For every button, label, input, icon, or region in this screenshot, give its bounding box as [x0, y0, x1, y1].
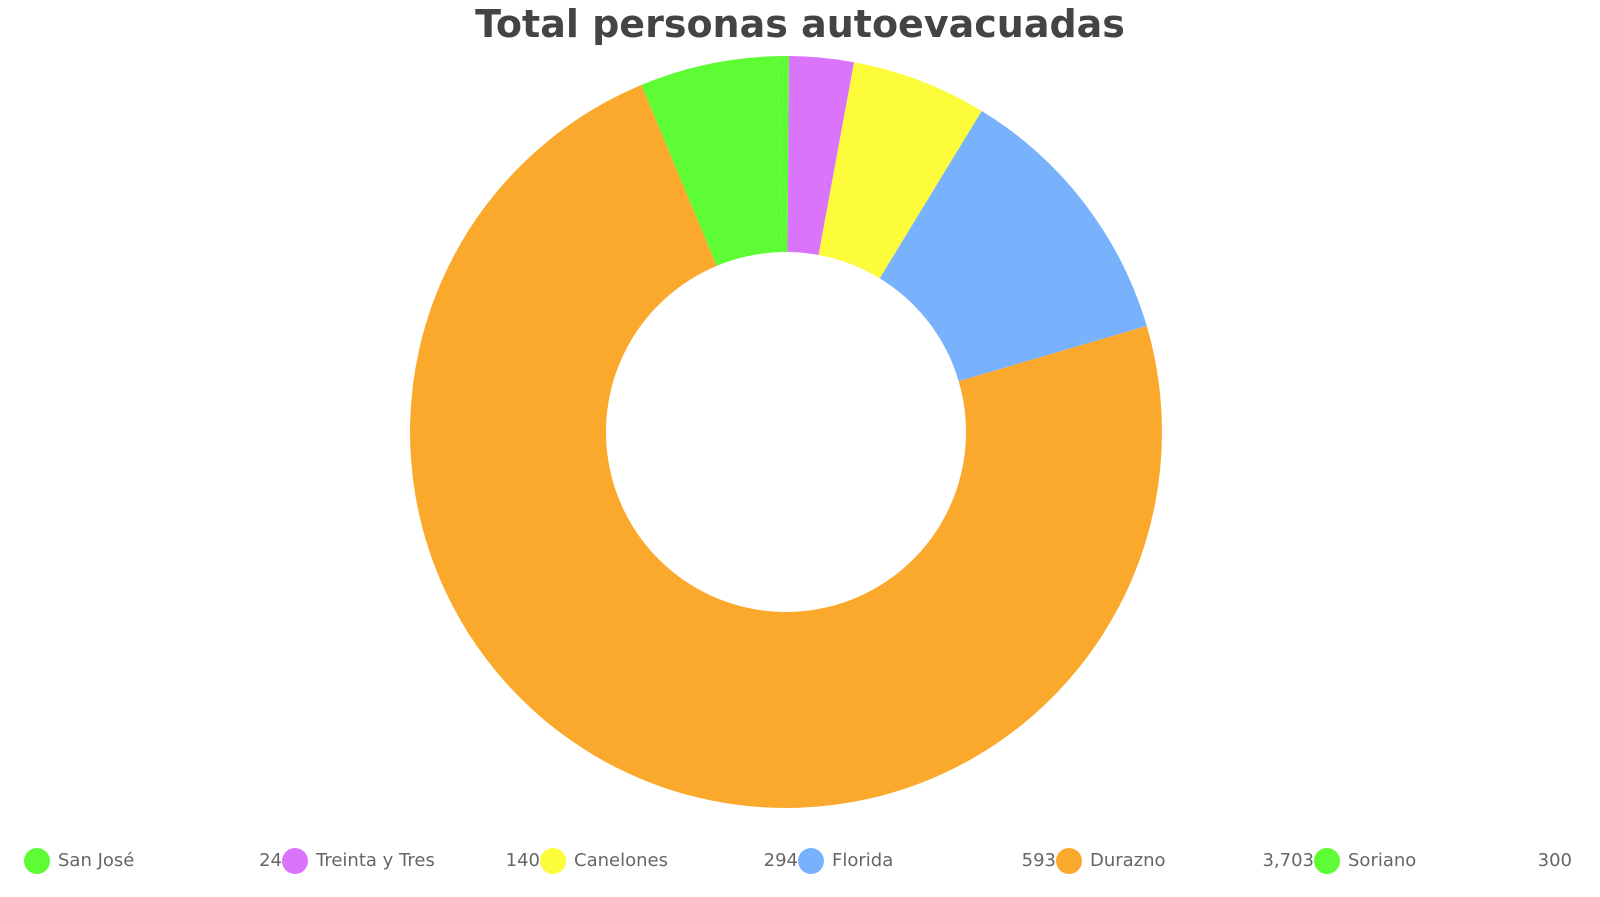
legend-dot-icon	[1056, 848, 1082, 874]
legend-item[interactable]: Durazno 3,703	[1056, 844, 1314, 884]
donut-slice-canelones	[818, 62, 982, 279]
donut-slice-florida	[879, 110, 1147, 382]
legend-value: 24	[259, 850, 282, 871]
legend-item[interactable]: Treinta y Tres 140	[282, 844, 540, 884]
chart-title: Total personas autoevacuadas	[475, 2, 1125, 46]
legend-value: 140	[505, 850, 540, 871]
legend-label: Soriano	[1348, 850, 1417, 871]
legend-value: 593	[1021, 850, 1056, 871]
chart-legend: San José 24 Treinta y Tres 140 Canelones 294 F…	[0, 844, 1600, 884]
legend-item[interactable]: Florida 593	[798, 844, 1056, 884]
legend-label: Treinta y Tres	[316, 850, 435, 871]
legend-dot-icon	[1314, 848, 1340, 874]
legend-item[interactable]: Canelones 294	[540, 844, 798, 884]
legend-label: San José	[58, 850, 135, 871]
donut-slice-durazno	[410, 84, 1162, 809]
legend-label: Canelones	[574, 850, 668, 871]
legend-label: Durazno	[1090, 850, 1166, 871]
legend-dot-icon	[540, 848, 566, 874]
donut-slice-treinta-y-tres	[787, 56, 855, 255]
legend-item[interactable]: Soriano 300	[1314, 844, 1572, 884]
legend-item[interactable]: San José 24	[24, 844, 282, 884]
legend-value: 300	[1537, 850, 1572, 871]
legend-value: 294	[763, 850, 798, 871]
donut-slice-san-josé	[777, 55, 790, 253]
legend-label: Florida	[832, 850, 894, 871]
legend-dot-icon	[282, 848, 308, 874]
legend-dot-icon	[798, 848, 824, 874]
donut-slice-soriano	[641, 56, 783, 266]
legend-dot-icon	[24, 848, 50, 874]
legend-value: 3,703	[1262, 850, 1314, 871]
